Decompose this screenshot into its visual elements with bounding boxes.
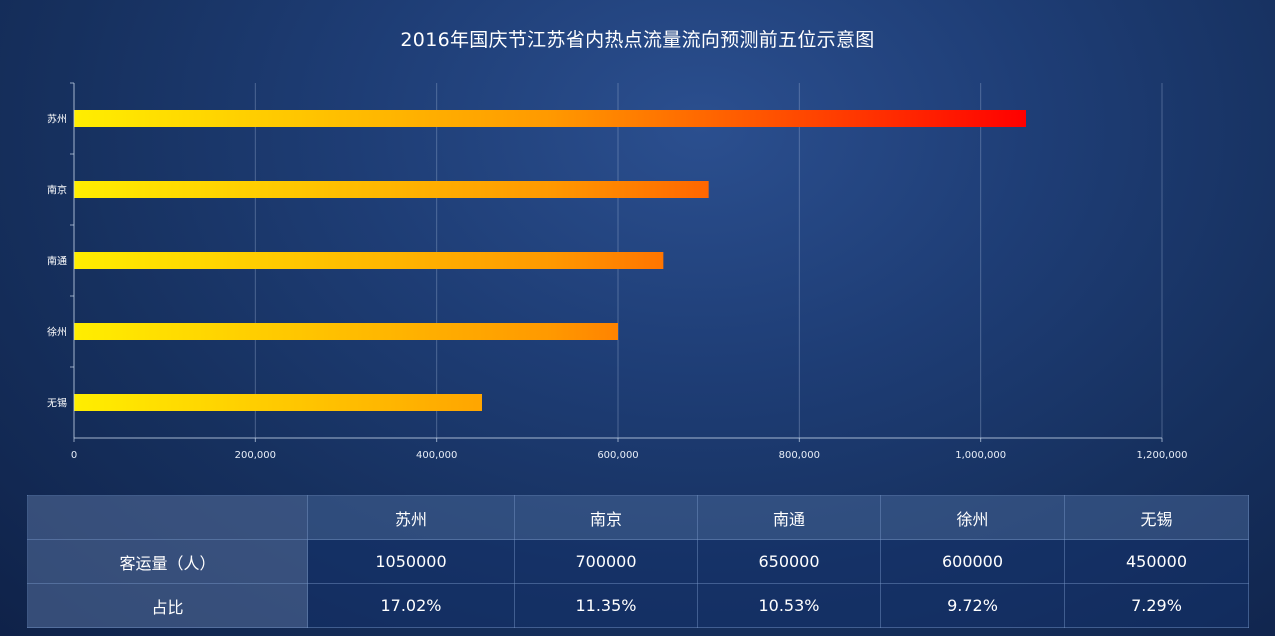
- table-cell: 17.02%: [307, 583, 515, 628]
- data-table: 苏州 南京 南通 徐州 无锡 客运量（人） 1050000 700000 650…: [27, 495, 1249, 628]
- y-category-label: 苏州: [47, 113, 67, 126]
- x-tick-label: 400,000: [416, 450, 457, 461]
- table-corner-cell: [27, 495, 308, 540]
- x-tick-label: 0: [71, 450, 77, 461]
- bar: [74, 110, 1026, 127]
- y-category-label: 徐州: [47, 326, 67, 339]
- x-tick-label: 1,000,000: [955, 450, 1006, 461]
- x-tick-label: 1,200,000: [1137, 450, 1188, 461]
- table-header-cell: 苏州: [307, 495, 515, 540]
- y-category-label: 南京: [47, 184, 67, 197]
- table-header-cell: 徐州: [880, 495, 1065, 540]
- table-row: 客运量（人） 1050000 700000 650000 600000 4500…: [27, 539, 1249, 584]
- table-cell: 700000: [514, 539, 698, 584]
- table-header-cell: 南通: [697, 495, 881, 540]
- table-header-cell: 无锡: [1064, 495, 1249, 540]
- x-tick-label: 200,000: [235, 450, 276, 461]
- table-row: 占比 17.02% 11.35% 10.53% 9.72% 7.29%: [27, 583, 1249, 628]
- table-cell: 600000: [880, 539, 1065, 584]
- bar: [74, 181, 709, 198]
- y-category-label: 无锡: [47, 397, 67, 410]
- x-tick-label: 600,000: [597, 450, 638, 461]
- bar: [74, 323, 618, 340]
- bar-layer: [74, 110, 1026, 411]
- bar-chart: 0 200,000 400,000 600,000 800,000 1,000,000 1,…: [47, 82, 1188, 461]
- axis-layer: 0 200,000 400,000 600,000 800,000 1,000,000 1,…: [47, 82, 1188, 461]
- table-cell: 11.35%: [514, 583, 698, 628]
- table-cell: 450000: [1064, 539, 1249, 584]
- table-header-row: 苏州 南京 南通 徐州 无锡: [27, 495, 1249, 540]
- y-category-label: 南通: [47, 255, 67, 268]
- chart-title: 2016年国庆节江苏省内热点流量流向预测前五位示意图: [400, 29, 875, 51]
- table-cell: 10.53%: [697, 583, 881, 628]
- bar: [74, 394, 482, 411]
- bar: [74, 252, 664, 269]
- table-row-label: 客运量（人）: [27, 539, 308, 584]
- table-row-label: 占比: [27, 583, 308, 628]
- table-cell: 650000: [697, 539, 881, 584]
- table-cell: 7.29%: [1064, 583, 1249, 628]
- table-cell: 9.72%: [880, 583, 1065, 628]
- table-cell: 1050000: [307, 539, 515, 584]
- table-header-cell: 南京: [514, 495, 698, 540]
- x-tick-label: 800,000: [779, 450, 820, 461]
